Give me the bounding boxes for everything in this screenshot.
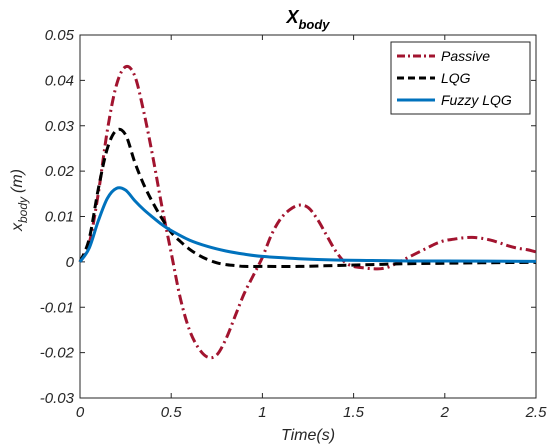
- y-tick-label: 0: [66, 254, 75, 271]
- x-tick-label: 2: [440, 404, 450, 421]
- legend: Passive LQG Fuzzy LQG: [390, 41, 531, 115]
- y-tick-label: -0.01: [40, 299, 74, 316]
- y-tick-label: -0.03: [40, 390, 75, 407]
- x-tick-label: 2.5: [525, 404, 548, 421]
- legend-label: LQG: [441, 70, 471, 86]
- y-tick-label: 0.05: [45, 27, 75, 44]
- y-axis-label: xbody (m): [9, 169, 30, 232]
- x-tick-label: 1.5: [343, 404, 365, 421]
- series-line-lqg: [78, 127, 537, 268]
- legend-label: Fuzzy LQG: [441, 92, 512, 108]
- x-axis-ticks: 0 0.5 1 1.5 2 2.5: [76, 35, 547, 421]
- series-line-fuzzy-lqg: [78, 186, 537, 263]
- y-tick-label: -0.02: [40, 345, 75, 362]
- y-tick-label: 0.04: [45, 72, 74, 89]
- series-line-passive: [78, 64, 537, 360]
- x-axis-label: Time(s): [281, 427, 335, 444]
- x-tick-label: 0.5: [161, 404, 183, 421]
- y-axis-label-unit: (m): [9, 169, 26, 193]
- y-tick-label: 0.03: [45, 118, 75, 135]
- y-axis-label-main: x: [9, 222, 26, 232]
- y-tick-label: 0.02: [45, 163, 75, 180]
- y-axis-label-subscript: body: [16, 196, 30, 223]
- chart-title-subscript: body: [298, 17, 330, 32]
- series-group: [78, 64, 537, 360]
- chart-title-main: X: [285, 7, 299, 27]
- x-tick-label: 1: [258, 404, 266, 421]
- y-tick-label: 0.01: [45, 209, 74, 226]
- chart-title: Xbody: [285, 7, 330, 32]
- x-tick-label: 0: [76, 404, 85, 421]
- legend-label: Passive: [441, 48, 490, 64]
- y-axis-ticks: -0.03 -0.02 -0.01 0 0.01 0.02 0.03 0.04 0.05: [40, 27, 536, 407]
